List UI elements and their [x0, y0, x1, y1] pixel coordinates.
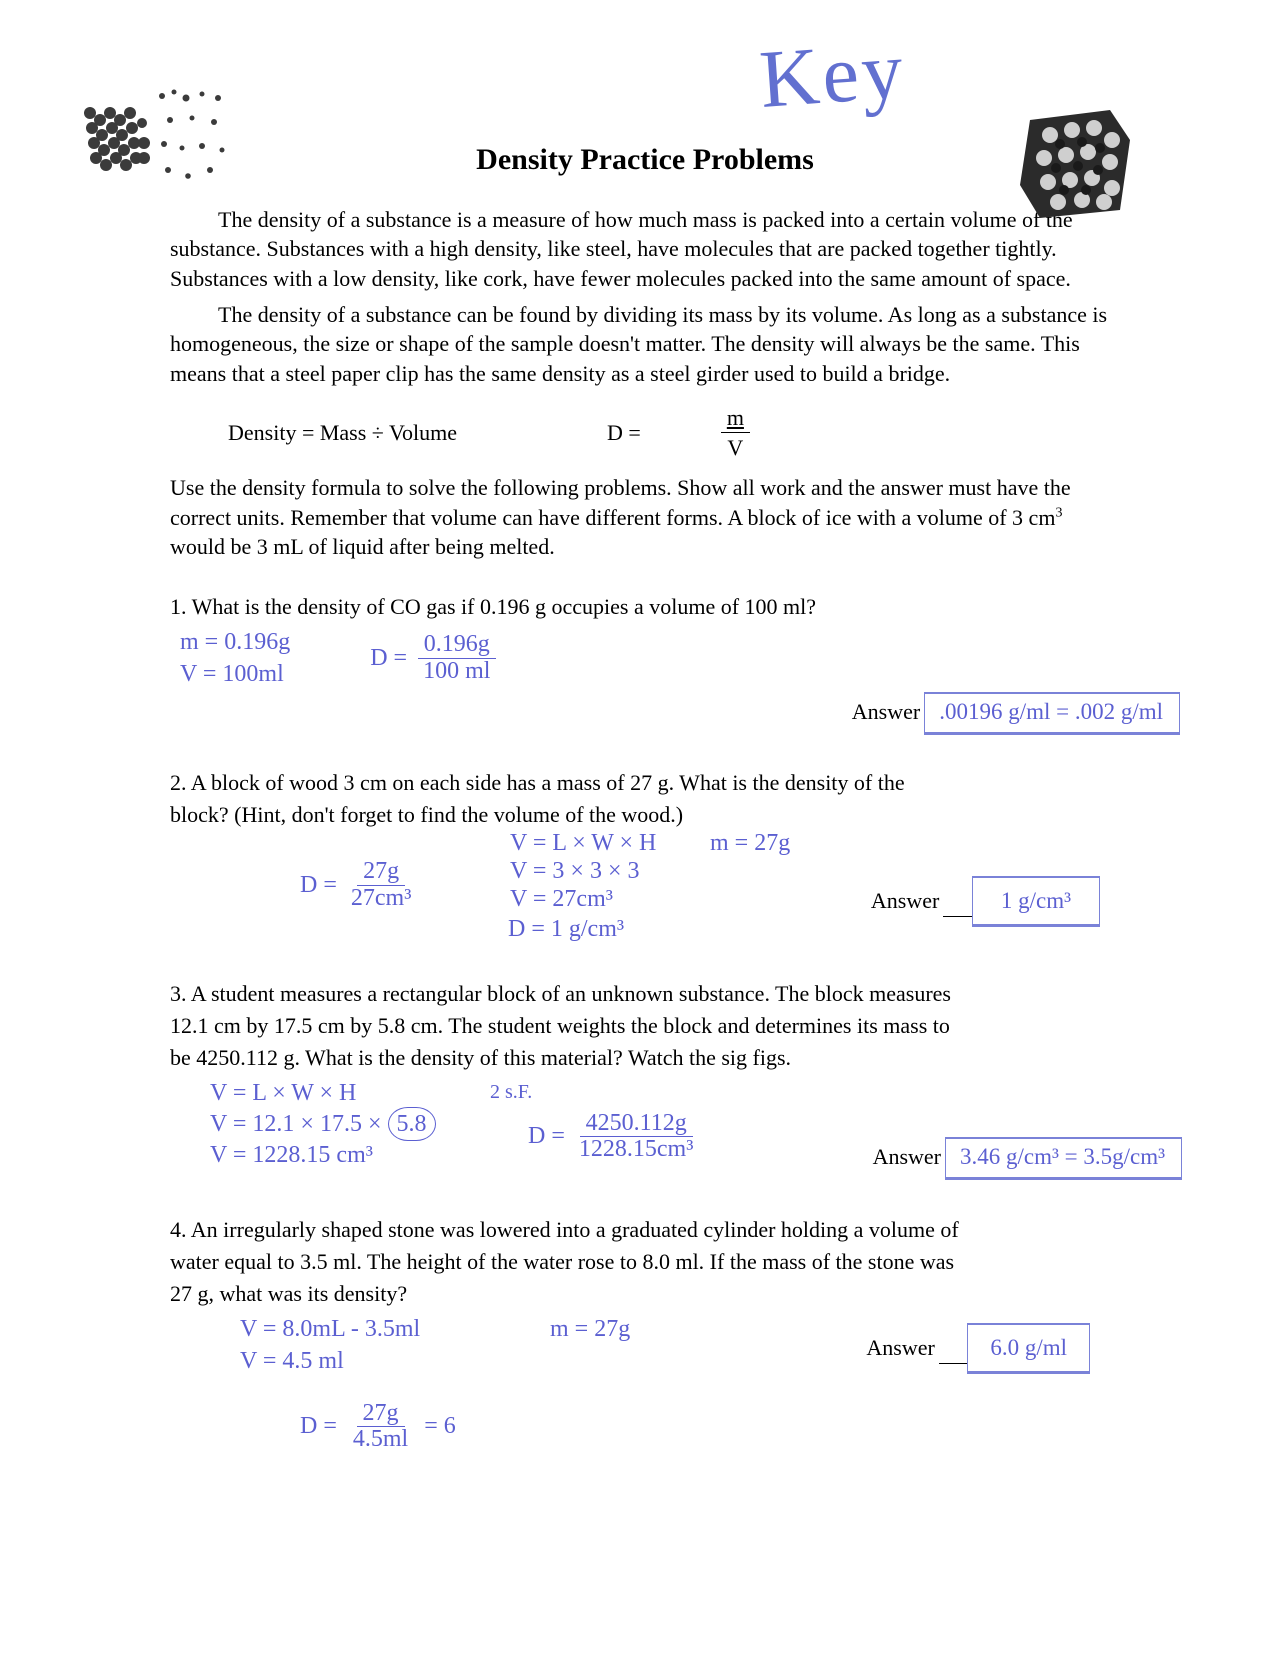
q3-text-b: 12.1 cm by 17.5 cm by 5.8 cm. The studen… — [170, 1011, 1120, 1041]
q2-answer-row: Answer 1 g/cm³ — [871, 876, 1100, 927]
q3-dden: 1228.15cm³ — [573, 1137, 700, 1162]
q1-fraction: 0.196g 100 ml — [417, 632, 496, 683]
molecule-cube-right — [1000, 100, 1140, 220]
question-2: 2. A block of wood 3 cm on each side has… — [170, 768, 1120, 953]
question-3: 3. A student measures a rectangular bloc… — [170, 979, 1120, 1189]
q3-answer-row: Answer 3.46 g/cm³ = 3.5g/cm³ — [873, 1137, 1182, 1180]
q4-underline — [939, 1333, 968, 1364]
q4-vol-result: V = 4.5 ml — [240, 1345, 344, 1377]
q4-answer-label: Answer — [866, 1333, 934, 1363]
intro-paragraph-2: The density of a substance can be found … — [170, 300, 1120, 389]
q2-mass: m = 27g — [710, 827, 790, 859]
q2-density-result: D = 1 g/cm³ — [508, 913, 624, 945]
q3-dnum: 4250.112g — [580, 1111, 693, 1137]
q1-calc: D = 0.196g 100 ml — [370, 626, 496, 691]
formula-numerator: m — [721, 403, 750, 434]
superscript-3: 3 — [1055, 505, 1062, 520]
q2-dden: 27cm³ — [345, 886, 418, 911]
density-formula: Density = Mass ÷ Volume D = m V — [228, 403, 1120, 463]
instructions-b: would be 3 mL of liquid after being melt… — [170, 534, 555, 559]
q3-vol-calc: V = 12.1 × 17.5 × 5.8 — [210, 1107, 436, 1141]
q3-text-c: be 4250.112 g. What is the density of th… — [170, 1043, 1120, 1073]
key-label-handwritten: Key — [756, 15, 909, 136]
question-4: 4. An irregularly shaped stone was lower… — [170, 1215, 1120, 1462]
q4-mass: m = 27g — [550, 1313, 630, 1345]
formula-d-equals: D = — [607, 418, 641, 448]
q2-vol-result: V = 27cm³ — [510, 883, 613, 915]
instructions: Use the density formula to solve the fol… — [170, 473, 1120, 562]
q2-text-a: 2. A block of wood 3 cm on each side has… — [170, 768, 1120, 798]
q1-answer-row: Answer .00196 g/ml = .002 g/ml — [852, 692, 1180, 735]
intro-paragraph-1: The density of a substance is a measure … — [170, 205, 1120, 294]
molecule-cluster-left — [82, 88, 232, 188]
q4-dnum: 27g — [357, 1401, 405, 1427]
q1-given-mass: m = 0.196g — [180, 626, 290, 658]
q1-frac-den: 100 ml — [417, 659, 496, 684]
page-title: Density Practice Problems — [170, 140, 1120, 181]
q3-vol-calc-a: V = 12.1 × 17.5 × — [210, 1111, 382, 1137]
q1-answer-label: Answer — [852, 697, 920, 727]
q3-text-a: 3. A student measures a rectangular bloc… — [170, 979, 1120, 1009]
q3-answer-box: 3.46 g/cm³ = 3.5g/cm³ — [945, 1137, 1182, 1180]
q3-density-calc: D = 4250.112g 1228.15cm³ — [528, 1111, 699, 1162]
q4-dden: 4.5ml — [347, 1427, 414, 1452]
q4-vol-sub: V = 8.0mL - 3.5ml — [240, 1313, 420, 1345]
q3-vol-formula: V = L × W × H — [210, 1077, 356, 1109]
q4-answer-box: 6.0 g/ml — [967, 1323, 1090, 1374]
q4-answer-row: Answer 6.0 g/ml — [866, 1323, 1090, 1374]
question-1: 1. What is the density of CO gas if 0.19… — [170, 592, 1120, 742]
q2-answer-label: Answer — [871, 886, 939, 916]
instructions-a: Use the density formula to solve the fol… — [170, 475, 1071, 530]
formula-fraction: m V — [721, 403, 750, 463]
q4-text-b: water equal to 3.5 ml. The height of the… — [170, 1247, 1120, 1277]
q4-text-a: 4. An irregularly shaped stone was lower… — [170, 1215, 1120, 1245]
q2-answer-box: 1 g/cm³ — [972, 876, 1100, 927]
q3-vol-result: V = 1228.15 cm³ — [210, 1139, 373, 1171]
q1-given: m = 0.196g V = 100ml — [180, 626, 290, 691]
q1-given-volume: V = 100ml — [180, 658, 290, 690]
q4-text-c: 27 g, what was its density? — [170, 1279, 1120, 1309]
formula-words: Density = Mass ÷ Volume — [228, 418, 457, 448]
q1-answer-box: .00196 g/ml = .002 g/ml — [924, 692, 1180, 735]
q1-d-equals: D = — [370, 642, 407, 674]
worksheet-page: Key — [0, 0, 1280, 1656]
q2-text-b: block? (Hint, don't forget to find the v… — [170, 800, 1120, 830]
q4-density-calc: D = 27g 4.5ml = 6 — [300, 1401, 456, 1452]
q3-sigfig-note: 2 s.F. — [490, 1079, 532, 1106]
q3-circled-value: 5.8 — [388, 1107, 436, 1141]
q2-dnum: 27g — [357, 859, 405, 885]
q4-density-result: = 6 — [424, 1410, 456, 1442]
q2-underline — [943, 886, 972, 917]
formula-denominator: V — [721, 433, 749, 463]
q1-text: 1. What is the density of CO gas if 0.19… — [170, 592, 1120, 622]
q2-density-calc: D = 27g 27cm³ — [300, 859, 417, 910]
q3-answer-label: Answer — [873, 1142, 941, 1172]
q1-frac-num: 0.196g — [418, 632, 496, 658]
